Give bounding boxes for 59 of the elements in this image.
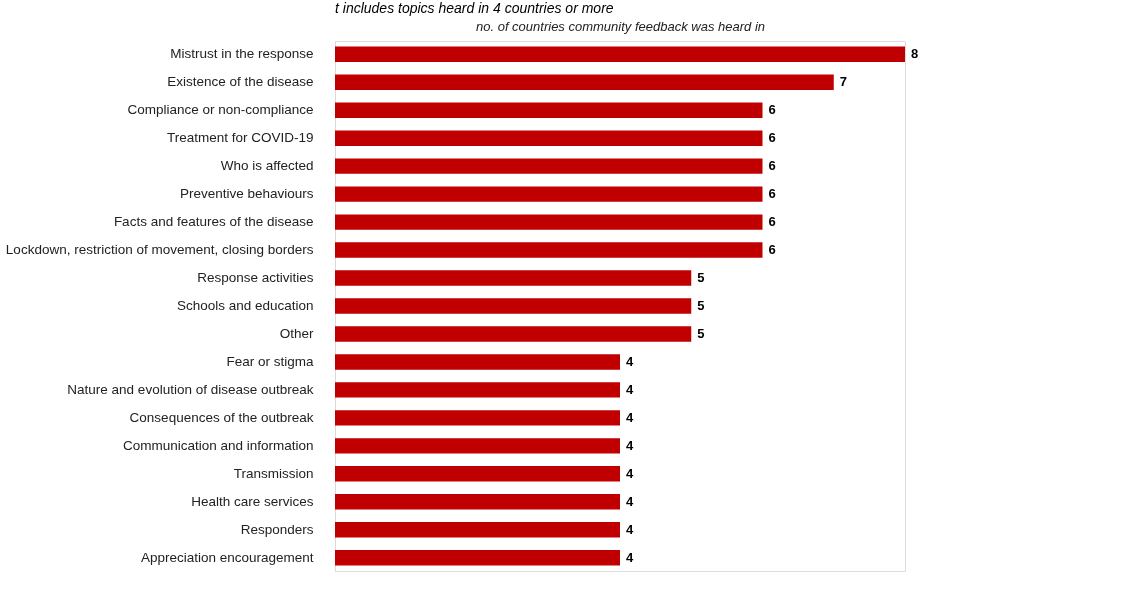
data-label: 5: [697, 298, 705, 313]
bar: [335, 298, 692, 314]
data-label: 6: [768, 102, 776, 118]
y-tick-label: Health care services: [191, 493, 314, 509]
y-tick-label: Compliance or non-compliance: [127, 102, 314, 118]
bar: [335, 410, 620, 426]
chart-title: t includes topics heard in 4 countries or more: [335, 0, 614, 16]
data-label: 4: [626, 381, 634, 397]
bar: [335, 214, 763, 230]
data-label: 7: [839, 74, 847, 90]
bar: [335, 158, 763, 174]
y-tick-label: Treatment for COVID-19: [166, 130, 314, 146]
y-tick-label: Mistrust in the response: [170, 46, 314, 62]
bar: [335, 354, 620, 370]
bar: [335, 102, 763, 118]
data-label: 6: [768, 186, 776, 202]
bar: [335, 522, 620, 538]
y-tick-label: Other: [279, 325, 314, 341]
data-label: 4: [626, 353, 634, 369]
data-label: 4: [626, 549, 634, 565]
bar: [335, 186, 763, 202]
y-tick-label: Facts and features of the disease: [113, 214, 314, 230]
y-tick-label: Nature and evolution of disease outbreak: [67, 381, 314, 397]
data-label: 4: [626, 465, 634, 481]
data-label: 4: [626, 437, 634, 453]
data-label: 4: [626, 409, 634, 425]
y-tick-label: Transmission: [233, 465, 314, 481]
bar: [335, 326, 692, 342]
y-tick-label: Appreciation encouragement: [140, 549, 314, 565]
y-tick-label: Communication and information: [122, 437, 314, 453]
data-label: 8: [911, 46, 919, 62]
data-label: 6: [768, 130, 776, 146]
y-tick-label: Responders: [240, 521, 314, 537]
bar: [335, 494, 620, 510]
data-label: 4: [626, 493, 634, 509]
bar: [335, 382, 620, 398]
y-tick-label: Lockdown, restriction of movement, closing borders: [5, 242, 314, 258]
data-label: 6: [768, 158, 776, 174]
data-label: 5: [697, 270, 705, 286]
bar: [335, 46, 905, 62]
y-tick-label: Consequences of the outbreak: [129, 409, 314, 425]
bar: [335, 550, 620, 566]
data-label: 6: [768, 214, 776, 230]
bar: [335, 270, 692, 286]
y-tick-label: Fear or stigma: [226, 353, 314, 369]
bar: [335, 466, 620, 482]
data-label: 5: [697, 325, 705, 341]
x-axis-title: no. of countries community feedback was heard in: [475, 18, 766, 34]
bar: [335, 74, 834, 90]
y-tick-label: Preventive behaviours: [179, 186, 314, 202]
y-tick-label: Existence of the disease: [167, 74, 314, 90]
y-tick-label: Who is affected: [220, 158, 314, 174]
data-label: 6: [768, 242, 776, 258]
y-tick-label: Schools and education: [176, 298, 314, 313]
y-tick-label: Response activities: [197, 270, 314, 286]
bar: [335, 438, 620, 454]
data-label: 4: [626, 521, 634, 537]
bar: [335, 130, 763, 146]
bar: [335, 242, 763, 258]
